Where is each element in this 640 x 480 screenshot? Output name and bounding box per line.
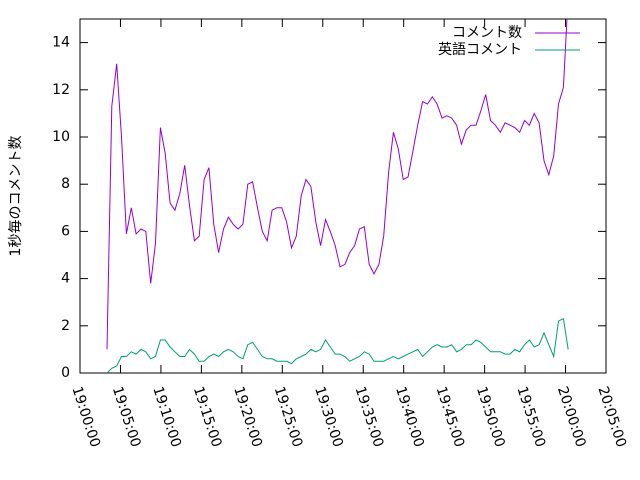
- series-line: [106, 19, 568, 350]
- y-tick-label: 0: [61, 365, 70, 381]
- series-line: [106, 317, 569, 373]
- y-tick-label: 12: [52, 82, 70, 98]
- y-axis-label: 1秒毎のコメント数: [8, 136, 24, 257]
- legend-label: コメント数: [452, 25, 522, 41]
- plot-border: [79, 18, 607, 374]
- y-tick-label: 2: [61, 318, 70, 334]
- y-tick-label: 14: [52, 35, 70, 51]
- y-tick-label: 6: [61, 223, 70, 239]
- y-tick-label: 4: [61, 271, 70, 287]
- legend-label: 英語コメント: [438, 41, 522, 58]
- y-tick-label: 8: [61, 176, 70, 192]
- y-tick-label: 10: [52, 129, 70, 145]
- plot-area: [106, 19, 569, 373]
